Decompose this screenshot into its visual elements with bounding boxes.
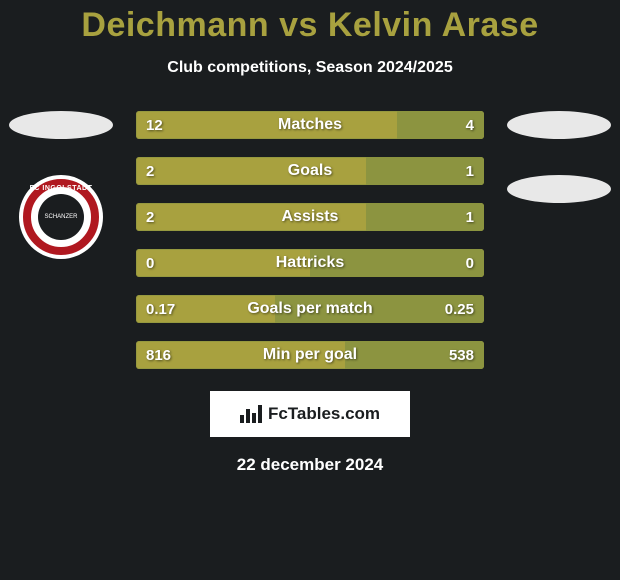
- comparison-infographic: Deichmann vs Kelvin Arase Club competiti…: [0, 0, 620, 580]
- stat-label: Matches: [136, 111, 484, 139]
- stat-value-right: 0: [466, 249, 474, 277]
- stat-label: Min per goal: [136, 341, 484, 369]
- comparison-body: FC INGOLSTADT SCHANZER Matches124Goals21…: [0, 111, 620, 371]
- comparison-bars: Matches124Goals21Assists21Hattricks00Goa…: [136, 111, 484, 369]
- stat-row: Goals per match0.17 0.25: [136, 295, 484, 323]
- right-player-column: [504, 111, 614, 203]
- page-title: Deichmann vs Kelvin Arase: [0, 0, 620, 45]
- stat-row: Hattricks0 0: [136, 249, 484, 277]
- stat-row: Assists2 1: [136, 203, 484, 231]
- stat-value-left: 0: [146, 249, 154, 277]
- stat-value-right: 1: [466, 203, 474, 231]
- stat-value-right: 0.25: [445, 295, 474, 323]
- stat-value-right: 4: [466, 111, 474, 139]
- stat-value-right: 1: [466, 157, 474, 185]
- brand-text: FcTables.com: [268, 404, 380, 424]
- stat-value-left: 12: [146, 111, 163, 139]
- stat-row: Min per goal816 538: [136, 341, 484, 369]
- badge-top-text: FC INGOLSTADT: [30, 185, 93, 192]
- player-photo-placeholder: [507, 111, 611, 139]
- club-badge-ingolstadt: FC INGOLSTADT SCHANZER: [19, 175, 103, 259]
- stat-value-right: 538: [449, 341, 474, 369]
- stat-label: Goals: [136, 157, 484, 185]
- stat-label: Assists: [136, 203, 484, 231]
- stat-value-left: 816: [146, 341, 171, 369]
- stat-label: Hattricks: [136, 249, 484, 277]
- footer-date: 22 december 2024: [0, 455, 620, 475]
- stat-label: Goals per match: [136, 295, 484, 323]
- stat-value-left: 2: [146, 157, 154, 185]
- stat-value-left: 2: [146, 203, 154, 231]
- brand-badge: FcTables.com: [210, 391, 410, 437]
- bar-chart-icon: [240, 405, 262, 423]
- left-player-column: FC INGOLSTADT SCHANZER: [6, 111, 116, 259]
- stat-row: Matches12 4: [136, 111, 484, 139]
- stat-value-left: 0.17: [146, 295, 175, 323]
- subtitle: Club competitions, Season 2024/2025: [0, 59, 620, 77]
- badge-mid-text: SCHANZER: [44, 214, 77, 221]
- stat-row: Goals2 1: [136, 157, 484, 185]
- club-photo-placeholder: [507, 175, 611, 203]
- player-photo-placeholder: [9, 111, 113, 139]
- badge-inner: SCHANZER: [38, 194, 84, 240]
